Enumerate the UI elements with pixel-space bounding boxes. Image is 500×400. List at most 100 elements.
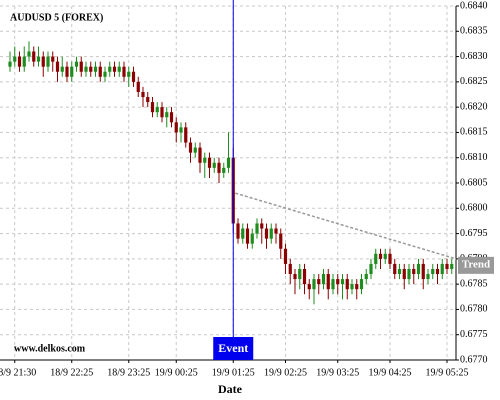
candle-body	[55, 61, 60, 72]
candle-body	[70, 66, 74, 77]
candle-body	[203, 157, 207, 163]
candle-body	[264, 228, 269, 239]
x-tick-label: 19/9 03:25	[316, 367, 359, 378]
x-tick-label: 19/9 00:25	[155, 367, 198, 378]
candle-body	[326, 274, 330, 290]
candle-body	[293, 274, 297, 280]
candle-body	[36, 56, 41, 62]
y-tick-label: 0.6775	[460, 329, 488, 340]
y-tick-label: 0.6785	[460, 278, 488, 289]
candle-body	[150, 102, 155, 113]
candle-body	[416, 263, 421, 275]
candle-body	[317, 279, 321, 285]
candle-body	[345, 279, 349, 290]
candle-body	[340, 279, 345, 285]
candle-body	[8, 61, 12, 67]
candle-body	[269, 228, 273, 239]
event-label-box	[213, 337, 254, 360]
candle-body	[122, 66, 126, 77]
y-tick-label: 0.6825	[460, 76, 488, 87]
candle-body	[103, 71, 107, 77]
candle-body	[383, 253, 387, 259]
candle-body	[245, 228, 250, 244]
candle-body	[369, 263, 373, 275]
candle-body	[445, 263, 449, 269]
candle-body	[236, 223, 240, 239]
candle-body	[312, 279, 316, 290]
y-tick-label: 0.6795	[460, 228, 488, 239]
candle-body	[22, 56, 26, 67]
candle-body	[412, 268, 416, 275]
candle-body	[450, 263, 454, 269]
candle-body	[241, 228, 245, 239]
candle-body	[193, 147, 197, 153]
candle-body	[117, 66, 121, 72]
watermark: www.delkos.com	[14, 343, 86, 354]
y-tick-label: 0.6780	[460, 304, 488, 315]
candle-body	[198, 147, 202, 163]
candle-body	[336, 279, 340, 285]
candle-body	[160, 107, 164, 118]
candle-body	[364, 274, 368, 280]
candle-body	[388, 253, 392, 264]
candle-body	[169, 112, 174, 123]
candle-body	[217, 162, 221, 173]
candle-body	[374, 253, 378, 264]
chart-title: AUDUSD 5 (FOREX)	[10, 12, 103, 23]
candle-body	[250, 233, 254, 244]
candle-body	[74, 61, 79, 67]
candle-body	[426, 274, 430, 280]
candle-body	[274, 228, 278, 234]
candle-body	[136, 81, 140, 92]
candle-body	[393, 263, 397, 275]
candle-body	[89, 66, 93, 72]
trend-label: Trend	[462, 258, 490, 270]
candle-body	[79, 61, 83, 72]
y-tick-label: 0.6770	[460, 354, 488, 365]
y-tick-label: 0.6840	[460, 0, 488, 11]
candle-body	[260, 223, 264, 229]
candle-body	[27, 51, 31, 57]
candle-body	[355, 284, 359, 290]
x-tick-label: 18/9 23:25	[107, 367, 150, 378]
y-tick-label: 0.6800	[460, 203, 488, 214]
candle-body	[84, 66, 88, 72]
candle-body	[141, 91, 145, 98]
candle-body	[155, 107, 159, 113]
x-tick-label: 19/9 01:25	[212, 367, 255, 378]
candle-body	[407, 268, 411, 280]
candle-body	[13, 56, 17, 62]
candle-body	[146, 97, 150, 103]
candle-body	[65, 66, 69, 77]
candle-body	[255, 223, 259, 234]
candle-body	[397, 268, 402, 275]
candle-body	[421, 263, 425, 280]
candle-body	[179, 127, 183, 133]
candle-body	[108, 66, 112, 72]
candle-body	[431, 268, 435, 275]
candle-body	[402, 268, 406, 280]
event-label: Event	[218, 341, 248, 355]
candle-body	[207, 157, 212, 168]
y-tick-label: 0.6820	[460, 101, 488, 112]
x-tick-label: 19/9 02:25	[264, 367, 307, 378]
candle-body	[46, 56, 50, 67]
candle-body	[188, 142, 193, 153]
candle-body	[378, 253, 383, 259]
y-tick-label: 0.6805	[460, 177, 488, 188]
candle-body	[127, 71, 131, 77]
candle-body	[331, 279, 335, 290]
candle-body	[440, 263, 444, 275]
candle-body	[321, 274, 326, 285]
x-tick-label: 19/9 05:25	[425, 367, 468, 378]
candle-body	[17, 56, 22, 67]
candle-body	[41, 56, 45, 67]
candle-body	[298, 268, 302, 280]
candle-body	[359, 279, 364, 290]
candle-body	[226, 157, 231, 168]
y-tick-label: 0.6815	[460, 127, 488, 138]
candle-body	[212, 162, 216, 168]
